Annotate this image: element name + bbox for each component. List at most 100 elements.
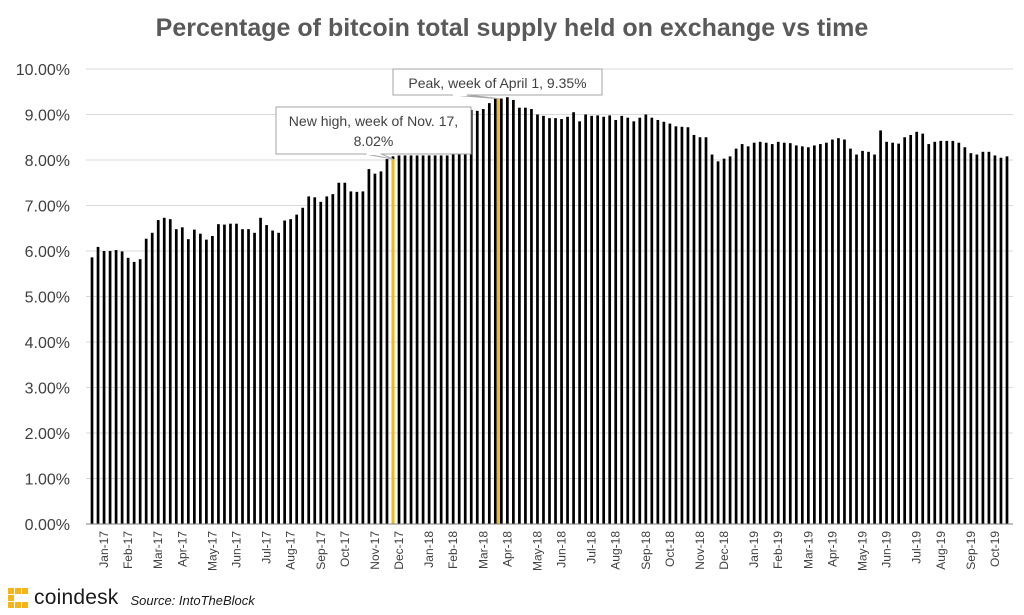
bar	[758, 141, 762, 525]
bar	[168, 219, 172, 524]
y-tick-label: 9.00%	[25, 108, 70, 125]
x-tick-label: Aug-17	[284, 531, 298, 570]
bar	[650, 117, 654, 524]
annotation-callout: New high, week of Nov. 17, 8.02%	[275, 106, 472, 160]
y-tick-label: 6.00%	[25, 244, 70, 261]
x-tick-label: Jan-17	[97, 531, 111, 568]
bar	[530, 109, 533, 524]
bar	[584, 114, 587, 524]
bar	[566, 116, 569, 525]
bar	[361, 191, 365, 524]
bar	[548, 118, 551, 524]
bar	[415, 155, 419, 524]
annotation-callout: Peak, week of April 1, 9.35%	[392, 68, 603, 100]
bar	[590, 115, 593, 525]
bar	[933, 141, 937, 525]
bar	[186, 239, 190, 525]
x-tick-label: Feb-17	[121, 531, 135, 569]
bar	[921, 133, 925, 525]
bar	[776, 141, 780, 525]
y-tick-label: 10.00%	[16, 62, 70, 79]
x-tick-label: May-19	[856, 531, 870, 571]
bar	[445, 155, 449, 524]
highlight-bar	[496, 98, 500, 524]
bar	[999, 157, 1003, 524]
x-axis-tick-labels: Jan-17 Feb-17 Mar-17 Apr-17 May-17 Jun-17 Jul-…	[97, 531, 1002, 571]
x-tick-label: Apr-19	[825, 531, 839, 567]
x-tick-label: May-17	[205, 531, 219, 571]
bar	[96, 246, 100, 524]
bar	[217, 224, 220, 524]
x-tick-label: Sep-18	[639, 531, 653, 570]
bar	[885, 141, 888, 525]
bar	[734, 148, 738, 524]
bar	[102, 251, 106, 524]
annotation-text: New high, week of Nov. 17,	[289, 113, 458, 129]
bar	[662, 121, 666, 524]
bar	[253, 232, 256, 525]
bar	[463, 112, 467, 524]
y-axis-tick-labels: 0.00% 1.00% 2.00% 3.00% 4.00% 5.00% 6.00% 7.00%…	[16, 62, 70, 534]
bar	[843, 139, 846, 524]
x-tick-label: Jan-19	[747, 531, 761, 568]
y-tick-label: 3.00%	[25, 381, 70, 398]
bar	[668, 123, 672, 524]
x-tick-label: Mar-17	[151, 531, 165, 569]
bar	[313, 197, 317, 524]
bar	[265, 225, 268, 524]
bar	[951, 140, 955, 524]
x-tick-label: Oct-18	[663, 531, 677, 567]
bar	[90, 257, 94, 524]
bar	[861, 150, 864, 524]
bar	[271, 230, 274, 524]
bar	[162, 217, 166, 524]
bar	[379, 171, 383, 524]
bar	[475, 110, 479, 525]
bar	[180, 227, 184, 524]
bar	[644, 114, 648, 524]
x-tick-label: Apr-18	[500, 531, 514, 567]
bar	[975, 154, 979, 525]
y-tick-label: 8.00%	[25, 153, 70, 170]
x-tick-label: Oct-17	[338, 531, 352, 567]
bar	[397, 155, 401, 524]
bar	[259, 217, 262, 524]
x-tick-label: Jul-17	[260, 531, 274, 564]
bar	[229, 223, 232, 524]
bar	[373, 173, 377, 524]
bar	[849, 148, 852, 524]
bar	[421, 155, 425, 524]
bar	[367, 169, 371, 524]
bar	[963, 147, 967, 524]
bar	[349, 191, 353, 524]
bar	[144, 238, 148, 524]
bar	[897, 143, 900, 524]
bar	[855, 154, 858, 525]
x-tick-label: Jun-19	[880, 531, 894, 568]
x-tick-label: Jul-19	[910, 531, 924, 564]
bar	[578, 121, 581, 524]
bar	[692, 134, 696, 524]
bar	[752, 142, 756, 524]
bar	[283, 220, 286, 524]
bar	[909, 134, 913, 524]
bar	[626, 117, 630, 524]
bar	[716, 161, 720, 525]
y-tick-label: 5.00%	[25, 290, 70, 307]
bar	[512, 99, 515, 524]
x-tick-label: Sep-19	[964, 531, 978, 570]
bar	[439, 155, 443, 524]
bar	[710, 154, 714, 525]
bar	[674, 126, 678, 524]
bar	[794, 145, 798, 524]
bar	[481, 109, 485, 524]
bar	[722, 158, 726, 524]
bar	[987, 151, 991, 524]
bar	[199, 233, 202, 524]
bar	[205, 239, 208, 524]
bar	[427, 155, 431, 524]
bar	[403, 155, 407, 524]
bar	[746, 146, 750, 524]
bars	[90, 97, 1009, 525]
bar	[572, 112, 575, 524]
